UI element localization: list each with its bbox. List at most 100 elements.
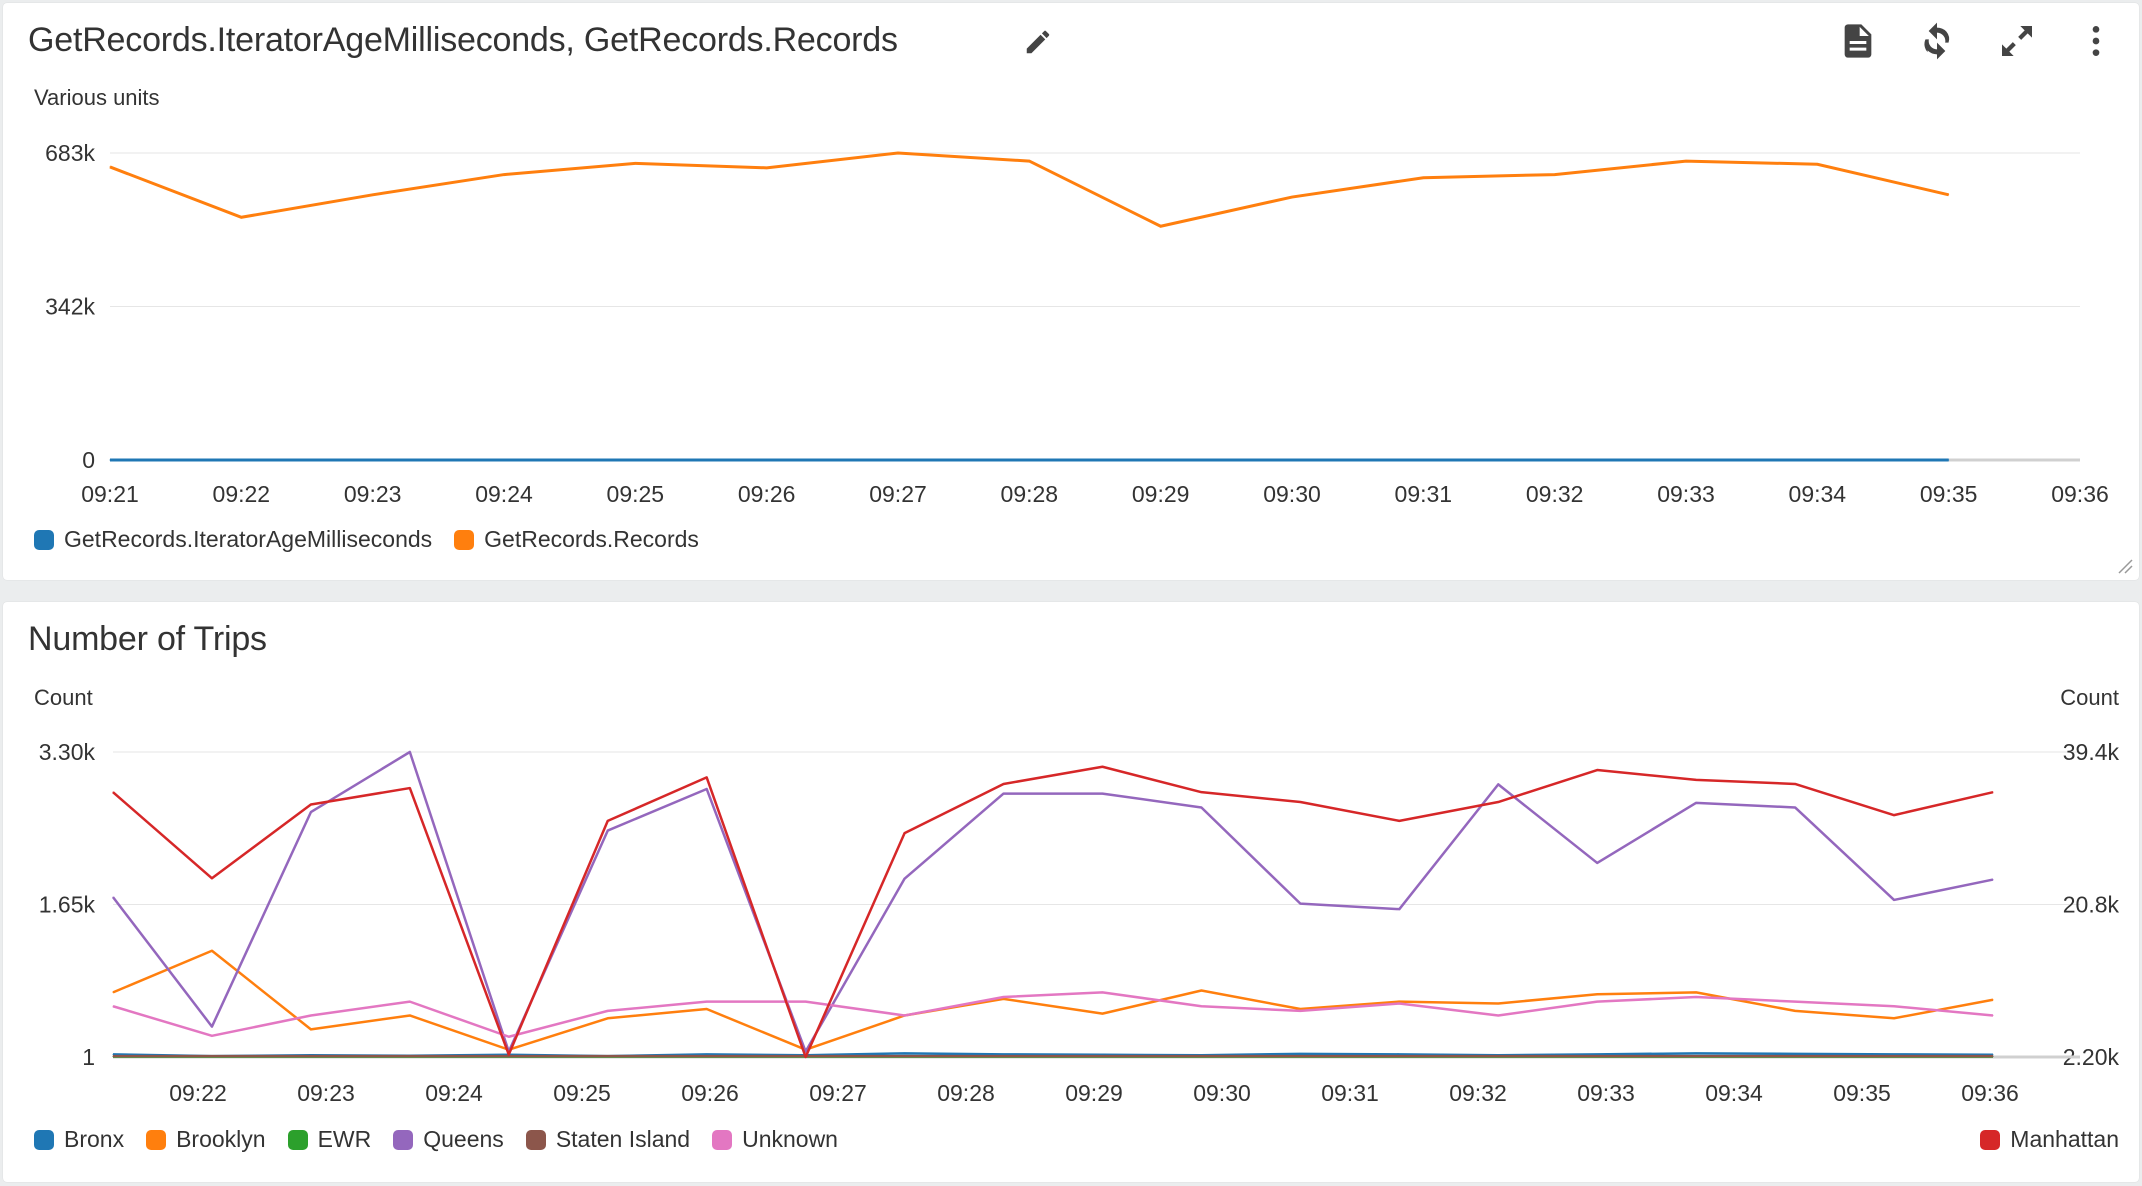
y-tick-label: 342k — [45, 294, 95, 320]
data-point — [1948, 459, 1950, 461]
legend-label: Manhattan — [2010, 1126, 2119, 1152]
x-tick-label: 09:35 — [1920, 481, 1978, 507]
data-point — [1794, 806, 1796, 808]
series-line-unknown — [112, 991, 1994, 1039]
data-point — [310, 803, 312, 805]
x-tick-label: 09:32 — [1449, 1080, 1507, 1106]
data-point — [805, 1056, 807, 1058]
legend-swatch — [454, 529, 475, 550]
x-tick-label: 09:36 — [1961, 1080, 2019, 1106]
data-point — [503, 459, 505, 461]
data-point — [1003, 998, 1005, 1000]
chart-legend-right: Manhattan — [1980, 1126, 2119, 1153]
refresh-icon[interactable] — [1917, 21, 1957, 61]
data-point — [805, 1051, 807, 1053]
data-point — [508, 1054, 510, 1056]
data-point — [904, 878, 906, 880]
more-vertical-icon[interactable] — [2076, 21, 2116, 61]
legend-item-manhattan[interactable]: Manhattan — [1980, 1126, 2119, 1153]
metric-widget-getrecords: GetRecords.IteratorAgeMilliseconds, GetR… — [3, 3, 2139, 580]
legend-swatch — [393, 1129, 414, 1150]
x-tick-label: 09:30 — [1263, 481, 1321, 507]
legend-item-queens[interactable]: Queens — [393, 1126, 504, 1153]
data-point — [1003, 1053, 1005, 1055]
x-tick-label: 09:30 — [1193, 1080, 1251, 1106]
data-point — [1398, 908, 1400, 910]
data-point — [1160, 225, 1162, 227]
series-line-manhattan — [112, 765, 1994, 1059]
data-point — [1695, 802, 1697, 804]
edit-icon[interactable] — [1023, 27, 1053, 62]
resize-handle-icon[interactable] — [2115, 556, 2133, 574]
data-point — [1291, 459, 1293, 461]
data-point — [904, 1052, 906, 1054]
data-point — [1992, 1055, 1994, 1057]
legend-item-getrecords-iteratoragemilliseconds[interactable]: GetRecords.IteratorAgeMilliseconds — [34, 526, 432, 553]
y-tick-label-right: 39.4k — [2063, 739, 2120, 765]
series-line-brooklyn — [112, 949, 1994, 1051]
data-point — [1893, 1017, 1895, 1019]
x-tick-label: 09:31 — [1395, 481, 1453, 507]
legend-item-brooklyn[interactable]: Brooklyn — [146, 1126, 266, 1153]
x-tick-label: 09:25 — [607, 481, 665, 507]
expand-icon[interactable] — [1997, 21, 2037, 61]
legend-swatch — [34, 1129, 54, 1150]
data-point — [409, 1001, 411, 1003]
data-point — [1596, 1001, 1598, 1003]
data-point — [607, 1010, 609, 1012]
legend-item-ewr[interactable]: EWR — [287, 1126, 371, 1153]
x-tick-label: 09:24 — [475, 481, 533, 507]
data-point — [1893, 899, 1895, 901]
data-point — [372, 194, 374, 196]
data-point — [1028, 459, 1030, 461]
legend-label: Staten Island — [555, 1126, 691, 1152]
data-point — [310, 811, 312, 813]
data-point — [1200, 1005, 1202, 1007]
data-point — [1497, 1002, 1499, 1004]
x-tick-label: 09:33 — [1657, 481, 1715, 507]
data-point — [607, 820, 609, 822]
x-tick-label: 09:27 — [869, 481, 927, 507]
data-point — [1200, 806, 1202, 808]
data-point — [409, 787, 411, 789]
data-point — [1398, 1002, 1400, 1004]
data-point — [1299, 1053, 1301, 1055]
data-point — [904, 1014, 906, 1016]
data-point — [112, 791, 114, 793]
y-tick-label: 0 — [82, 447, 95, 473]
legend-swatch — [146, 1129, 167, 1150]
data-point — [904, 832, 906, 834]
x-tick-label: 09:22 — [169, 1080, 227, 1106]
data-point — [1497, 1014, 1499, 1016]
x-tick-label: 09:34 — [1789, 481, 1847, 507]
x-tick-label: 09:32 — [1526, 481, 1584, 507]
data-point — [109, 166, 111, 168]
data-point — [1299, 903, 1301, 905]
data-point — [706, 788, 708, 790]
data-point — [310, 1055, 312, 1057]
y-tick-label-left: 1 — [82, 1044, 95, 1070]
y-tick-label: 683k — [45, 140, 95, 166]
y-axis-label-left: Count — [34, 685, 93, 710]
legend-item-getrecords-records[interactable]: GetRecords.Records — [454, 526, 699, 553]
x-tick-label: 09:35 — [1833, 1080, 1891, 1106]
legend-swatch — [525, 1129, 546, 1150]
data-point — [112, 896, 114, 898]
data-point — [897, 459, 899, 461]
data-point — [1685, 160, 1687, 162]
data-point — [1028, 160, 1030, 162]
legend-swatch — [287, 1129, 308, 1150]
data-point — [1003, 1055, 1005, 1057]
x-tick-label: 09:23 — [344, 481, 402, 507]
data-point — [240, 459, 242, 461]
data-point — [706, 776, 708, 778]
data-point — [1816, 459, 1818, 461]
legend-item-unknown[interactable]: Unknown — [712, 1126, 838, 1153]
data-point — [109, 459, 111, 461]
data-point — [1992, 879, 1994, 881]
data-point — [1992, 791, 1994, 793]
legend-item-bronx[interactable]: Bronx — [34, 1126, 124, 1153]
document-icon[interactable] — [1838, 21, 1878, 61]
legend-label: GetRecords.Records — [484, 526, 699, 552]
legend-item-staten-island[interactable]: Staten Island — [525, 1126, 691, 1153]
